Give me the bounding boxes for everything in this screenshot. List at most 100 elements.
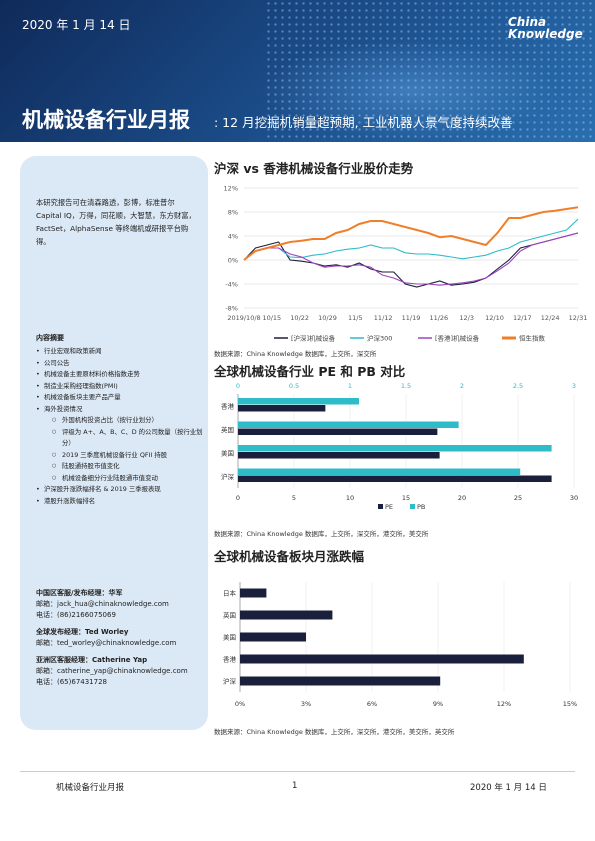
category-label: 英国 bbox=[221, 425, 234, 434]
x-tick-label: 9% bbox=[433, 700, 443, 708]
china-knowledge-logo: China Knowledge bbox=[508, 15, 583, 41]
category-label: 沪深 bbox=[221, 472, 235, 481]
y-tick-label: 0% bbox=[228, 257, 238, 265]
contact-email: 邮箱：ted_worley@chinaknowledge.com bbox=[36, 639, 177, 647]
category-label: 美国 bbox=[221, 448, 234, 457]
legend-label: PB bbox=[417, 503, 425, 511]
price-trend-chart: 12% 8% 4% 0% -4% -8%2019/10/8 10/15 10/22 10/29 1… bbox=[224, 185, 587, 343]
contact-phone: 电话：(65)67431728 bbox=[36, 678, 107, 686]
pe-bar bbox=[238, 452, 440, 459]
x-tick-label: 15% bbox=[563, 700, 577, 708]
x-tick-label: 3% bbox=[301, 700, 311, 708]
header-banner: 2020 年 1 月 14 日 China Knowledge 机械设备行业月报… bbox=[0, 0, 595, 142]
category-label: 香港 bbox=[223, 655, 237, 664]
contact-role: 中国区客服/发布经理：华军 bbox=[36, 589, 123, 597]
toc-item: 行业宏观和政策新闻 bbox=[36, 346, 204, 358]
legend-swatch bbox=[378, 504, 383, 509]
legend-label: [香港]机械设备 bbox=[435, 334, 480, 343]
x-tick-label: 2019/10/8 bbox=[227, 314, 260, 322]
pe-bar bbox=[238, 405, 326, 412]
footer-divider bbox=[20, 771, 575, 772]
x-tick-label: 12/3 bbox=[459, 314, 474, 322]
x-tick-label: 10/15 bbox=[262, 314, 281, 322]
toc-title: 内容摘要 bbox=[36, 334, 64, 342]
x-tick-label: 12/31 bbox=[569, 314, 587, 322]
y-tick-label: 12% bbox=[224, 185, 238, 193]
x-tick-label: 11/12 bbox=[374, 314, 393, 322]
pe-bar bbox=[238, 428, 438, 435]
pb-bar bbox=[238, 421, 459, 428]
pe-bar bbox=[238, 475, 552, 482]
contact-role: 亚洲区客服经理：Catherine Yap bbox=[36, 656, 148, 664]
chart2-title: 全球机械设备行业 PE 和 PB 对比 bbox=[214, 364, 406, 379]
series-line bbox=[243, 206, 579, 261]
pe-tick-label: 10 bbox=[346, 494, 354, 502]
y-tick-label: -4% bbox=[225, 281, 238, 289]
bar bbox=[240, 654, 524, 664]
pb-bar bbox=[238, 398, 359, 405]
footer-date: 2020 年 1 月 14 日 bbox=[470, 783, 547, 793]
legend-label: [沪深]机械设备 bbox=[291, 334, 336, 343]
pe-tick-label: 0 bbox=[236, 494, 240, 502]
report-date: 2020 年 1 月 14 日 bbox=[22, 18, 131, 32]
pe-tick-label: 30 bbox=[570, 494, 578, 502]
legend-label: 沪深300 bbox=[367, 334, 392, 343]
y-tick-label: 4% bbox=[228, 233, 238, 241]
pe-tick-label: 15 bbox=[402, 494, 410, 502]
toc-item: 陆股通持股市值变化 bbox=[36, 461, 204, 473]
toc-list: 行业宏观和政策新闻公司公告机械设备主要原材料价格指数走势制造业采购经理指数(PM… bbox=[36, 346, 204, 507]
toc-item: 机械设备细分行业陆股通市值变动 bbox=[36, 473, 204, 485]
pb-tick-label: 1.5 bbox=[401, 382, 411, 390]
x-tick-label: 12/17 bbox=[513, 314, 532, 322]
bar bbox=[240, 676, 441, 686]
legend-label: PE bbox=[385, 503, 393, 511]
pb-tick-label: 0 bbox=[236, 382, 240, 390]
toc-item: 制造业采购经理指数(PMI) bbox=[36, 381, 204, 393]
pb-bar bbox=[238, 468, 521, 475]
category-label: 沪深 bbox=[223, 677, 237, 686]
chart3-title: 全球机械设备板块月涨跌幅 bbox=[214, 549, 365, 564]
series-line bbox=[243, 218, 579, 261]
toc-item: 公司公告 bbox=[36, 358, 204, 370]
pb-tick-label: 2 bbox=[460, 382, 464, 390]
contact-role: 全球发布经理：Ted Worley bbox=[36, 628, 129, 636]
contact-email: 邮箱：jack_hua@chinaknowledge.com bbox=[36, 600, 169, 608]
x-tick-label: 0% bbox=[235, 700, 245, 708]
legend-label: 恒生指数 bbox=[519, 334, 546, 343]
contact-email: 邮箱：catherine_yap@chinaknowledge.com bbox=[36, 667, 188, 675]
toc-item: 评级为 A+、A、B、C、D 的公司数量（按行业划分） bbox=[36, 427, 204, 450]
pb-tick-label: 3 bbox=[572, 382, 576, 390]
pe-tick-label: 25 bbox=[514, 494, 522, 502]
footer-title: 机械设备行业月报 bbox=[56, 783, 125, 793]
sidebar: 本研究报告可在清森路透，彭博，标准普尔 Capital IQ，万得，同花顺，大智… bbox=[20, 156, 208, 730]
x-tick-label: 12% bbox=[497, 700, 511, 708]
x-tick-label: 11/19 bbox=[402, 314, 421, 322]
contact-phone: 电话：(86)2166075069 bbox=[36, 611, 116, 619]
toc-item: 海外投资情况 bbox=[36, 404, 204, 416]
chart1-title: 沪深 vs 香港机械设备行业股价走势 bbox=[214, 161, 414, 176]
chart2-source: 数据来源：China Knowledge 数据库，上交所，深交所，港交所，美交所 bbox=[214, 530, 429, 538]
pb-bar bbox=[238, 445, 552, 452]
series-line bbox=[243, 232, 579, 286]
pb-tick-label: 0.5 bbox=[289, 382, 299, 390]
x-tick-label: 12/24 bbox=[541, 314, 560, 322]
bar bbox=[240, 588, 267, 598]
x-tick-label: 6% bbox=[367, 700, 377, 708]
chart3-source: 数据来源：China Knowledge 数据库，上交所，深交所，港交所，美交所… bbox=[214, 728, 455, 736]
legend-swatch bbox=[410, 504, 415, 509]
pb-tick-label: 1 bbox=[348, 382, 352, 390]
toc-item: 沪深股升涨跌幅排名 & 2019 三季报表现 bbox=[36, 484, 204, 496]
category-label: 香港 bbox=[221, 401, 235, 410]
toc-item: 机械设备主要原材料价格指数走势 bbox=[36, 369, 204, 381]
pe-tick-label: 20 bbox=[458, 494, 466, 502]
x-tick-label: 11/26 bbox=[429, 314, 448, 322]
category-label: 日本 bbox=[223, 589, 237, 598]
page-title: 机械设备行业月报 bbox=[22, 108, 190, 132]
series-line bbox=[243, 232, 579, 288]
page-subtitle: : 12 月挖掘机销量超预期, 工业机器人景气度持续改善 bbox=[214, 115, 513, 130]
toc-item: 机械设备板块主要产品产量 bbox=[36, 392, 204, 404]
pb-tick-label: 2.5 bbox=[513, 382, 523, 390]
toc-item: 2019 三季度机械设备行业 QFII 持股 bbox=[36, 450, 204, 462]
y-tick-label: 8% bbox=[228, 209, 238, 217]
